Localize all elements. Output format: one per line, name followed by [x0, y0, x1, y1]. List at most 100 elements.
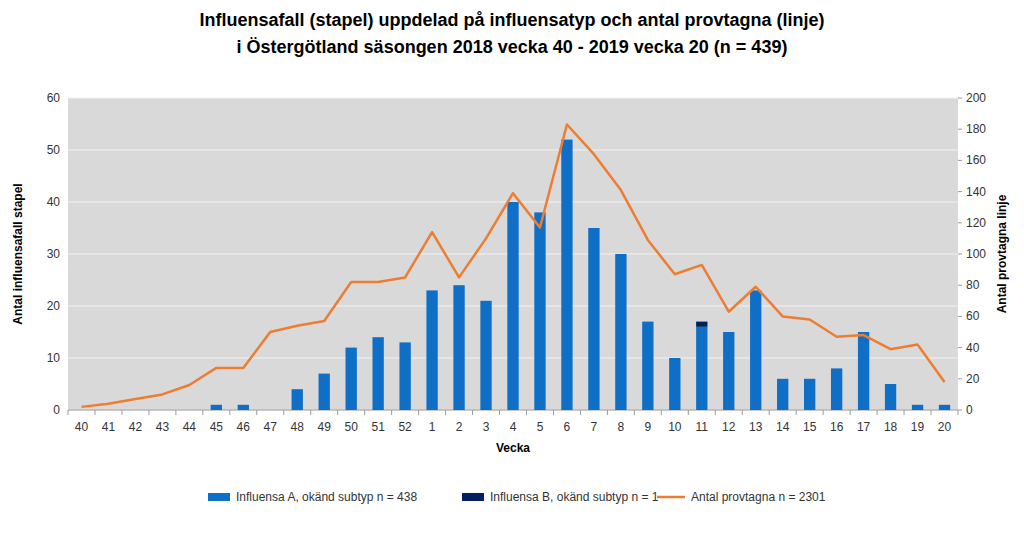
x-tick	[337, 410, 338, 415]
bar	[696, 322, 707, 327]
bar	[76, 410, 87, 411]
bar	[669, 358, 680, 359]
x-tick	[877, 410, 878, 415]
y2-tick	[958, 378, 962, 379]
x-tick	[958, 410, 959, 415]
legend-swatch	[208, 493, 230, 501]
x-tick-label: 17	[857, 420, 871, 434]
bar	[103, 410, 114, 411]
grid-line	[68, 98, 958, 99]
bar	[103, 410, 114, 411]
x-tick	[499, 410, 500, 415]
bar	[130, 410, 141, 411]
legend-label: Antal provtagna n = 2301	[691, 490, 826, 504]
x-tick	[256, 410, 257, 415]
bar	[723, 332, 734, 333]
x-tick-label: 10	[668, 420, 682, 434]
bar	[211, 405, 222, 410]
x-tick-label: 41	[102, 420, 116, 434]
x-tick-label: 12	[722, 420, 736, 434]
x-tick-label: 14	[776, 420, 790, 434]
x-tick	[688, 410, 689, 415]
bar	[885, 384, 896, 385]
bar	[777, 378, 788, 379]
bar	[885, 384, 896, 410]
y2-tick	[958, 316, 962, 317]
y2-tick-label: 100	[966, 247, 986, 261]
x-tick-label: 9	[645, 420, 652, 434]
y2-tick-label: 40	[966, 341, 980, 355]
y-tick-label: 10	[47, 351, 61, 365]
bar	[642, 322, 653, 410]
y2-tick	[958, 254, 962, 255]
line	[81, 125, 944, 407]
y2-tick	[958, 222, 962, 223]
x-tick	[391, 410, 392, 415]
bar	[588, 228, 599, 410]
x-tick	[661, 410, 662, 415]
bar	[939, 405, 950, 410]
x-tick-label: 5	[537, 420, 544, 434]
x-tick-label: 49	[318, 420, 332, 434]
x-tick-label: 6	[564, 420, 571, 434]
x-tick-label: 15	[803, 420, 817, 434]
y2-tick	[958, 191, 962, 192]
bar	[696, 327, 707, 410]
title: Influensafall (stapel) uppdelad på influ…	[199, 10, 824, 30]
plot-area	[68, 98, 958, 410]
x-tick-label: 2	[456, 420, 463, 434]
bar	[615, 254, 626, 255]
x-tick	[94, 410, 95, 415]
x-tick-label: 50	[345, 420, 359, 434]
bar	[346, 348, 357, 410]
bar	[804, 378, 815, 379]
x-tick-label: 47	[264, 420, 278, 434]
x-tick	[418, 410, 419, 415]
x-tick	[364, 410, 365, 415]
x-tick-label: 13	[749, 420, 763, 434]
x-tick-label: 3	[483, 420, 490, 434]
x-tick-label: 11	[696, 420, 709, 434]
x-tick-label: 18	[884, 420, 898, 434]
x-tick-label: 19	[911, 420, 925, 434]
x-tick	[472, 410, 473, 415]
y2-tick-label: 120	[966, 216, 986, 230]
bar	[319, 373, 330, 374]
bar	[561, 140, 572, 410]
x-tick	[580, 410, 581, 415]
bar	[265, 410, 276, 411]
x-tick	[283, 410, 284, 415]
bar	[372, 337, 383, 338]
y2-tick-label: 140	[966, 185, 986, 199]
bar	[912, 405, 923, 410]
bar	[858, 332, 869, 333]
bar	[804, 379, 815, 410]
bar	[588, 228, 599, 229]
bar	[939, 404, 950, 405]
bar	[858, 332, 869, 410]
legend-swatch	[657, 496, 685, 499]
bar	[480, 300, 491, 301]
x-tick-label: 43	[156, 420, 170, 434]
x-tick	[931, 410, 932, 415]
bar	[453, 285, 464, 410]
grid-line	[68, 150, 958, 151]
x-tick	[121, 410, 122, 415]
x-tick	[823, 410, 824, 415]
bar	[319, 374, 330, 410]
bar	[399, 342, 410, 343]
x-tick-label: 20	[938, 420, 952, 434]
bar	[157, 410, 168, 411]
bar	[372, 337, 383, 410]
bar	[615, 254, 626, 410]
marks	[81, 125, 950, 410]
bar	[184, 410, 195, 411]
x-tick	[742, 410, 743, 415]
bar	[130, 410, 141, 411]
bar	[750, 290, 761, 410]
bar	[831, 368, 842, 369]
x-axis-title: Vecka	[496, 441, 530, 455]
x-tick-label: 42	[129, 420, 143, 434]
x-tick	[904, 410, 905, 415]
bar	[723, 332, 734, 410]
